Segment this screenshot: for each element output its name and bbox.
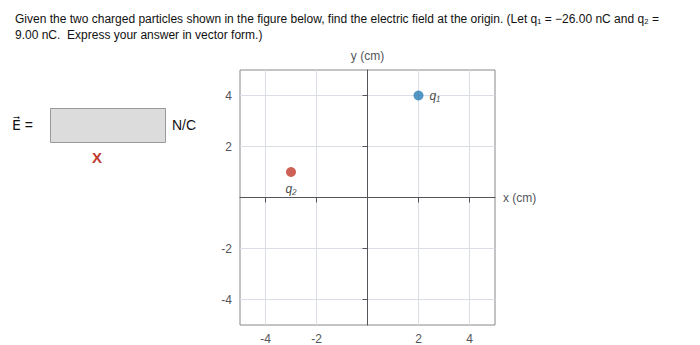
svg-text:-2: -2 [311, 332, 322, 345]
svg-text:2: 2 [225, 140, 232, 154]
svg-text:2: 2 [415, 332, 422, 345]
svg-text:x (cm): x (cm) [503, 191, 536, 205]
svg-text:9.00 nC. Express your answer: 9.00 nC. Express your answer in vector f… [15, 28, 262, 42]
svg-text:X: X [92, 149, 102, 166]
svg-text:N/C: N/C [172, 117, 196, 133]
svg-text:4: 4 [466, 332, 473, 345]
svg-text:y (cm): y (cm) [351, 49, 384, 63]
svg-text:E⃗ =: E⃗ = [12, 116, 33, 133]
svg-text:Given the two charged particle: Given the two charged particles shown in… [15, 12, 662, 26]
svg-text:-4: -4 [221, 293, 232, 307]
svg-text:-2: -2 [221, 242, 232, 256]
svg-text:4: 4 [225, 89, 232, 103]
svg-text:q₂: q₂ [285, 182, 297, 196]
svg-text:q₁: q₁ [430, 89, 441, 103]
svg-text:-4: -4 [260, 332, 271, 345]
